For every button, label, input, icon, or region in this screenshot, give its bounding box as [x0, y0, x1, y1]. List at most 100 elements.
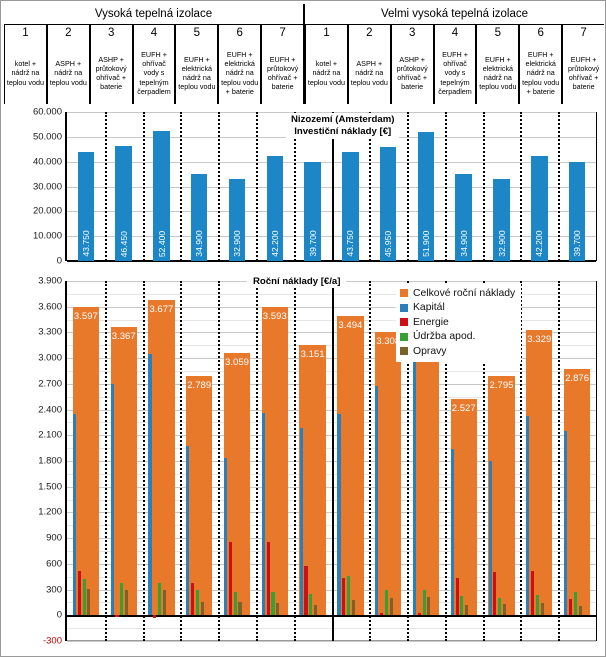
- investment-bar: [115, 145, 132, 261]
- legend-swatch-icon: [400, 303, 408, 312]
- total-annual-cost-bar: [488, 375, 515, 616]
- investment-bar: [568, 162, 586, 261]
- repairs-bar: [389, 598, 393, 616]
- y-axis-tick-label: -300: [42, 635, 62, 647]
- plot-right-border: [596, 112, 597, 261]
- group-separator: [255, 281, 258, 641]
- x-axis-baseline: [67, 260, 596, 262]
- legend-label: Kapitál: [413, 302, 445, 314]
- group-separator: [407, 112, 410, 261]
- investment-bar-value-label: 46.450: [118, 230, 129, 257]
- col-description: ASHP + průtokový ohřívač + baterie: [396, 54, 428, 92]
- legend-item-1[interactable]: Celkové roční náklady: [400, 286, 515, 301]
- col-number: 7: [279, 27, 286, 39]
- capital-bar: [72, 413, 77, 616]
- investment-bar-value-label: 42.200: [269, 230, 280, 257]
- insulation-group-divider: [331, 112, 334, 261]
- y-axis-tick-label: 2.100: [38, 429, 62, 441]
- capital-bar: [412, 357, 417, 616]
- header-col-vhigh-6: 6 EUFH + elektrická nádrž na teplou vodu…: [518, 25, 561, 104]
- header-col-vhigh-1: 1 kotel + nádrž na teplou vodu: [305, 25, 347, 104]
- total-annual-cost-label: 3.677: [149, 304, 174, 316]
- energy-bar: [266, 541, 270, 616]
- capital-bar: [337, 413, 341, 616]
- maintenance-bar: [195, 590, 199, 616]
- col-description: EUFH + elektrická nádrž na teplou vodu +…: [522, 49, 560, 96]
- group-separator: [369, 281, 372, 641]
- y-axis-tick-label: 0: [56, 255, 62, 267]
- repairs-bar: [87, 588, 91, 616]
- y-axis-tick-label: 30.000: [32, 181, 62, 192]
- header-col-vhigh-2: 2 ASPH + nádrž na teplou vodu: [346, 25, 390, 104]
- investment-bar-value-label: 39.700: [307, 230, 318, 257]
- total-annual-cost-label: 3.494: [338, 319, 363, 331]
- legend-item-3[interactable]: Energie: [400, 315, 515, 330]
- investment-cost-chart: 43.750 46.450 52.400 34.900 32.900 42.200 39.7…: [4, 105, 604, 269]
- capital-bar: [186, 445, 190, 616]
- total-annual-cost-label: 2.876: [565, 372, 590, 384]
- y-axis-tick-label: 50.000: [32, 131, 62, 143]
- col-number: 1: [323, 27, 330, 39]
- investment-chart-title: Nizozemí (Amsterdam) Investiční náklady […: [286, 113, 400, 139]
- col-number: 4: [150, 27, 158, 39]
- legend-item-2[interactable]: Kapitál: [400, 301, 515, 316]
- group-separator: [142, 281, 145, 641]
- legend-label: Celkové roční náklady: [413, 287, 516, 299]
- investment-bar-value-label: 32.900: [496, 230, 507, 257]
- annual-chart-legend: Celkové roční náklady Kapitál Energie Údržb…: [396, 283, 522, 362]
- y-axis-tick-label: 3.000: [38, 352, 62, 364]
- total-annual-cost-bar: [261, 307, 288, 616]
- col-number: 5: [494, 27, 502, 39]
- capital-bar: [261, 413, 265, 616]
- legend-label: Energie: [413, 316, 449, 328]
- header-col-high-2: 2 ASPH + nádrž na teplou vodu: [45, 25, 89, 104]
- capital-bar: [450, 449, 454, 616]
- legend-swatch-icon: [400, 332, 408, 341]
- energy-bar: [342, 578, 346, 616]
- group-separator: [482, 112, 485, 261]
- maintenance-bar: [233, 592, 237, 616]
- capital-bar: [488, 461, 492, 616]
- legend-label: Opravy: [413, 345, 447, 357]
- energy-bar: [493, 572, 497, 616]
- header-col-vhigh-4: 4 EUFH + ohřívač vody s tepelným čerpadl…: [432, 25, 476, 104]
- annual-plot-area: 3.597 3.367 3.677 2.789 3.059 3.593 3.151 3.494…: [65, 281, 597, 642]
- header-group-high-insulation: Vysoká tepelná izolace 1 kotel + nádrž n…: [4, 4, 305, 104]
- capital-bar: [224, 458, 228, 616]
- group-separator: [520, 112, 523, 261]
- repairs-bar: [351, 599, 355, 616]
- legend-swatch-icon: [400, 318, 408, 327]
- legend-item-5[interactable]: Opravy: [400, 344, 515, 359]
- investment-bar: [77, 152, 95, 261]
- repairs-bar: [314, 605, 318, 616]
- legend-item-4[interactable]: Údržba apod.: [400, 330, 515, 345]
- investment-bar: [342, 152, 359, 261]
- repairs-bar: [125, 589, 129, 616]
- col-description: EUFH + ohřívač vody s tepelným čerpadlem: [137, 49, 171, 96]
- maintenance-bar: [347, 575, 351, 616]
- y-axis-tick-label: 1.500: [38, 481, 62, 493]
- group-separator: [142, 112, 145, 261]
- investment-bar-value-label: 34.900: [458, 230, 469, 257]
- group-separator: [293, 281, 296, 641]
- col-number: 3: [408, 27, 416, 39]
- repairs-bar: [200, 601, 204, 616]
- y-axis-tick-label: 10.000: [32, 230, 62, 242]
- capital-bar: [564, 431, 568, 616]
- group-title-very-high: Velmi vysoká tepelná izolace: [305, 4, 604, 25]
- repairs-bar: [540, 602, 544, 616]
- energy-bar: [77, 570, 81, 616]
- repairs-bar: [238, 602, 242, 616]
- repairs-bar: [162, 590, 166, 616]
- y-axis-tick-label: 0: [56, 609, 62, 621]
- header-col-vhigh-5: 5 EUFH + elektrická nádrž na teplou vodu: [475, 25, 518, 104]
- total-annual-cost-label: 3.593: [262, 311, 287, 323]
- energy-bar: [417, 613, 421, 616]
- y-axis-tick-label: 60.000: [32, 106, 62, 118]
- repairs-bar: [578, 605, 582, 616]
- total-annual-cost-label: 2.789: [187, 380, 212, 392]
- col-description: kotel + nádrž na teplou vodu: [6, 59, 45, 87]
- total-annual-cost-bar: [299, 345, 326, 616]
- total-annual-cost-bar: [375, 331, 402, 616]
- total-annual-cost-label: 2.795: [489, 379, 514, 391]
